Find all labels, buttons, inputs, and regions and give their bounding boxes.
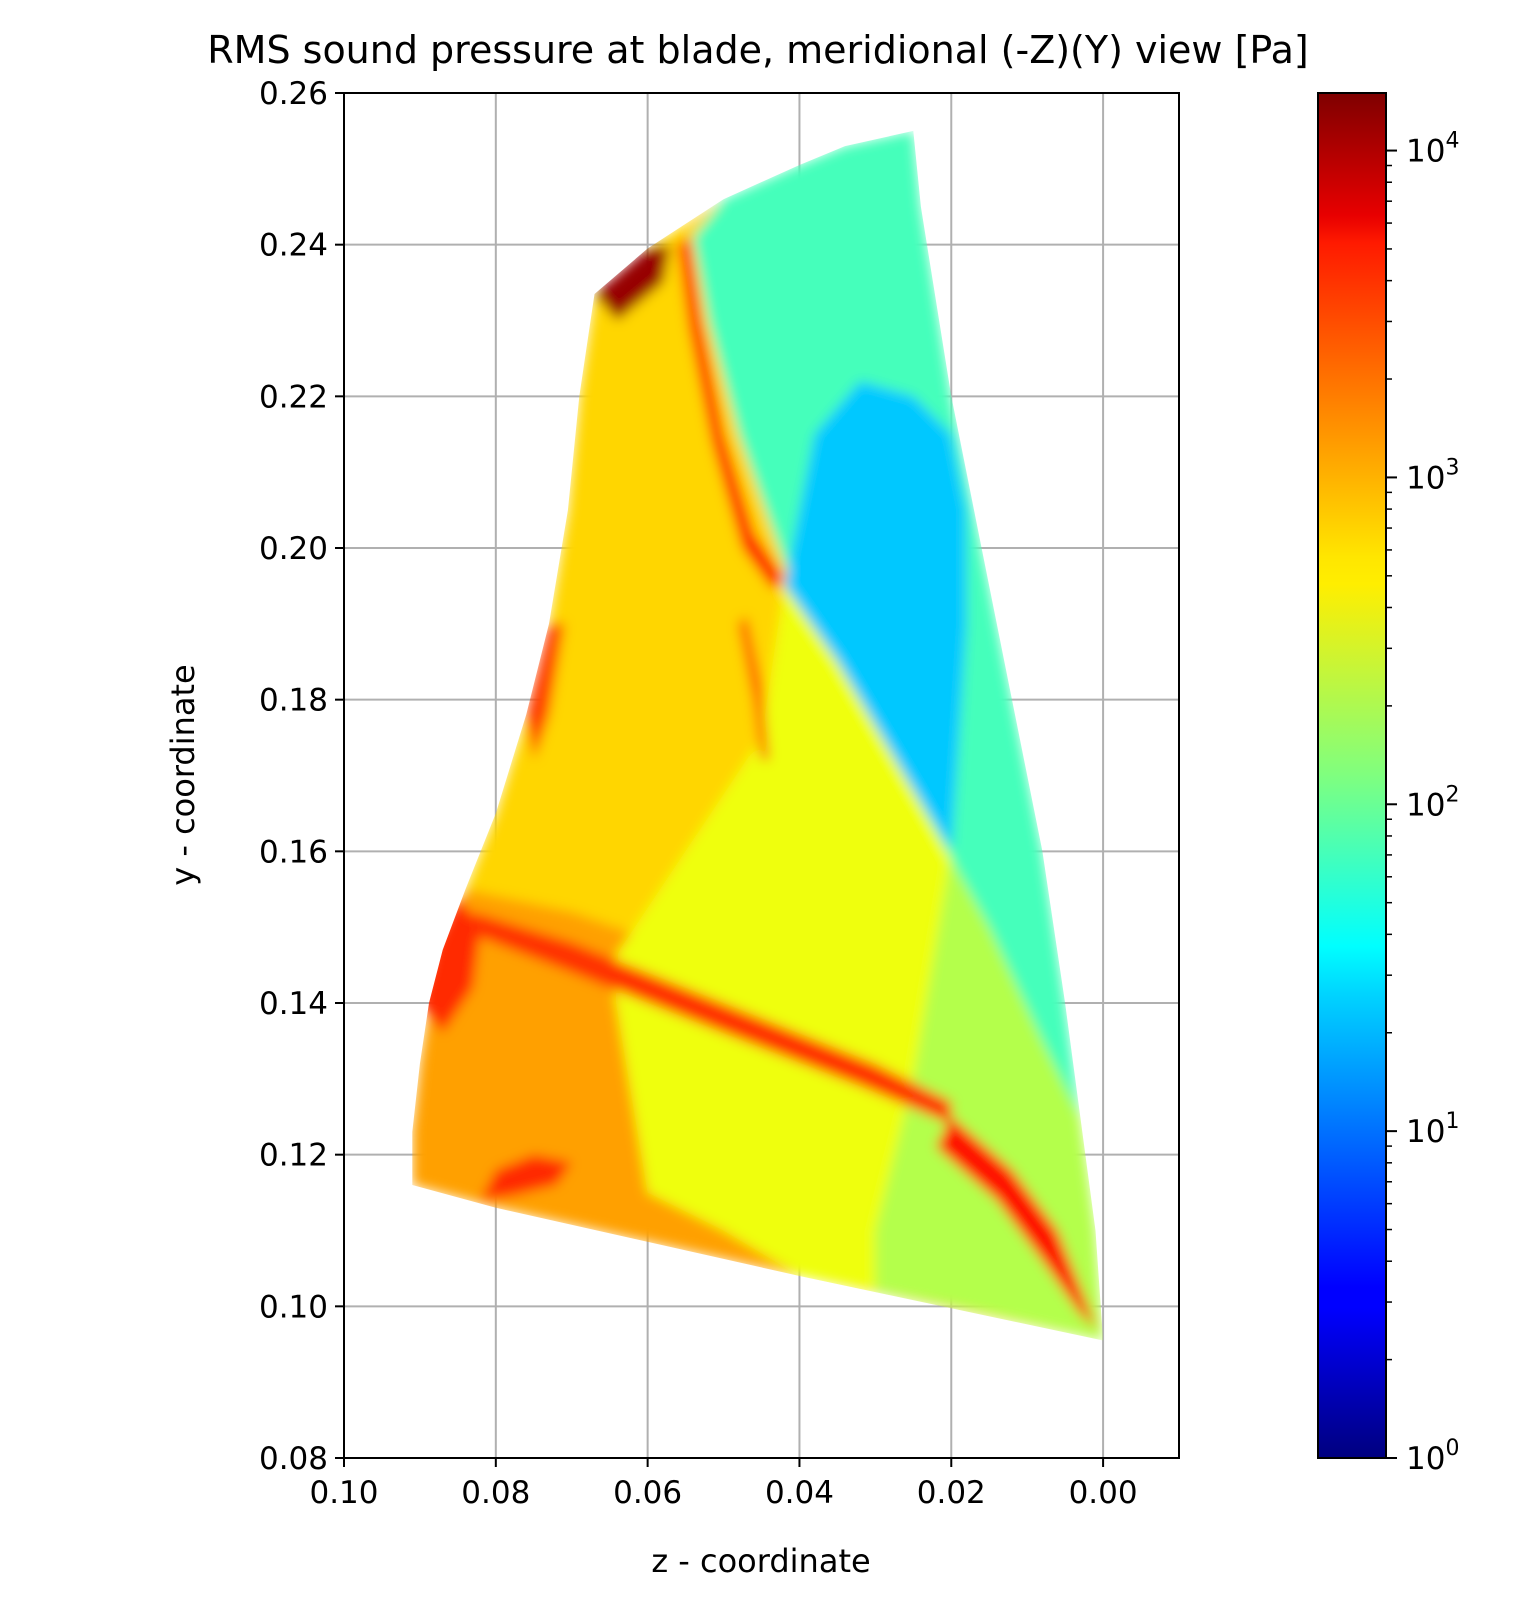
pressure-region-5	[784, 381, 967, 852]
pressure-region-13	[738, 616, 770, 761]
x-tick-label: 0.00	[1069, 1475, 1138, 1511]
x-tick-label: 0.10	[309, 1475, 378, 1511]
pressure-region-9	[480, 1154, 572, 1201]
y-tick-label: 0.12	[259, 1138, 328, 1174]
x-tick-label: 0.06	[613, 1475, 682, 1511]
pressure-region-12	[526, 623, 565, 761]
x-tick-label: 0.04	[765, 1475, 834, 1511]
y-tick-label: 0.20	[259, 531, 328, 567]
blade-heatmap	[412, 130, 1104, 1341]
y-axis-ticks: 0.08 0.10 0.12 0.14 0.16 0.18 0.20 0.22 0.24 0.26	[259, 76, 344, 1477]
plot-area-frame	[343, 92, 1180, 1459]
pressure-region-10	[473, 912, 952, 1125]
y-tick-label: 0.16	[259, 834, 328, 870]
chart-title: RMS sound pressure at blade, meridional …	[207, 28, 1308, 72]
pressure-region-8	[419, 896, 481, 1034]
y-tick-label: 0.10	[259, 1289, 328, 1325]
x-tick-label: 0.08	[461, 1475, 530, 1511]
x-axis-label: z - coordinate	[651, 1542, 870, 1580]
blade-surface	[412, 130, 1104, 1341]
colorbar-ticks: 100 101 102 103 104	[1386, 129, 1459, 1477]
pressure-region-6	[678, 237, 785, 590]
colorbar-tick-label: 102	[1406, 782, 1459, 823]
y-tick-label: 0.26	[259, 76, 328, 112]
colorbar-tick-label: 101	[1406, 1109, 1459, 1150]
pressure-field	[412, 130, 1104, 1341]
colorbar-tick-label: 103	[1406, 455, 1459, 496]
y-tick-label: 0.14	[259, 986, 328, 1022]
y-tick-label: 0.24	[259, 228, 328, 264]
pressure-region-7	[594, 244, 671, 321]
y-axis-label: y - coordinate	[164, 664, 202, 886]
pressure-region-11	[936, 1116, 1097, 1330]
x-axis-ticks: 0.10 0.08 0.06 0.04 0.02 0.00	[309, 1458, 1138, 1511]
colorbar-tick-label: 100	[1406, 1436, 1459, 1477]
y-tick-label: 0.22	[259, 379, 328, 415]
y-tick-label: 0.08	[259, 1441, 328, 1477]
colorbar	[1317, 92, 1387, 1459]
y-tick-label: 0.18	[259, 683, 328, 719]
colorbar-tick-label: 104	[1406, 129, 1459, 170]
x-tick-label: 0.02	[917, 1475, 986, 1511]
